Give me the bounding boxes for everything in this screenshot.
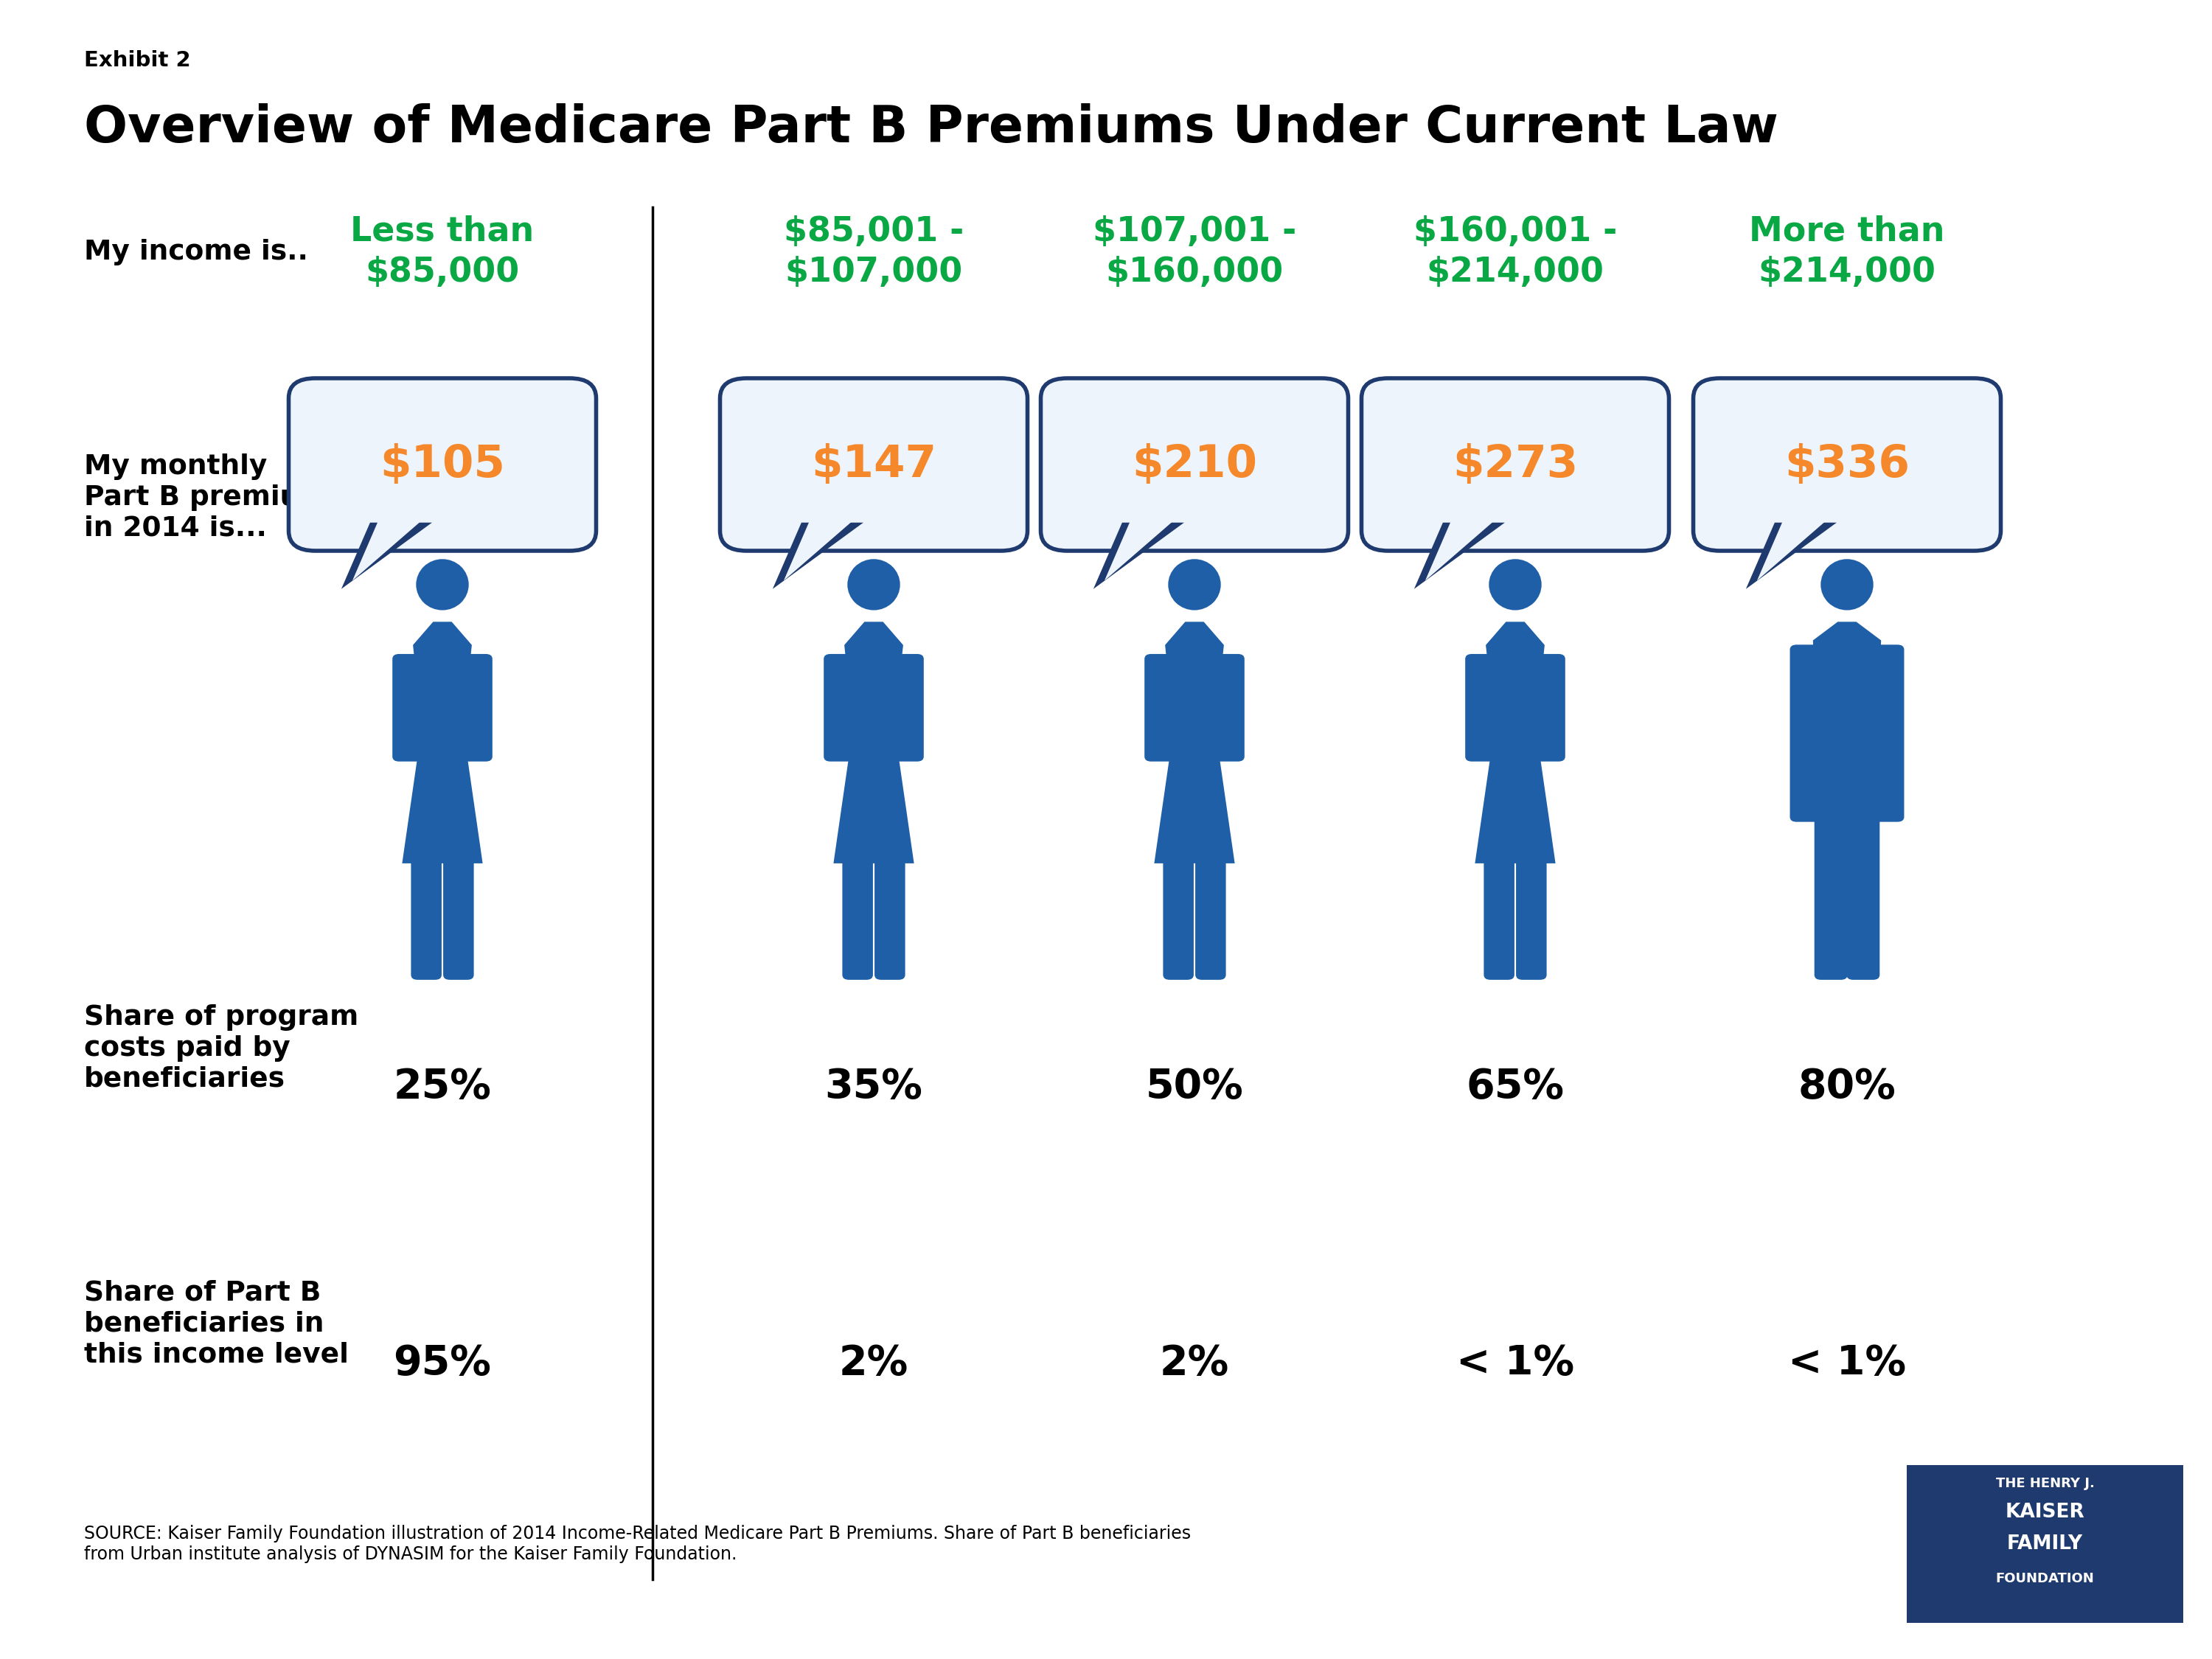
FancyBboxPatch shape bbox=[1194, 849, 1225, 980]
Text: 25%: 25% bbox=[394, 1067, 491, 1107]
Text: $336: $336 bbox=[1785, 443, 1909, 486]
FancyBboxPatch shape bbox=[1535, 654, 1566, 761]
Text: 35%: 35% bbox=[825, 1067, 922, 1107]
Polygon shape bbox=[341, 523, 431, 589]
FancyBboxPatch shape bbox=[1694, 378, 2000, 551]
FancyBboxPatch shape bbox=[1814, 811, 1847, 980]
Ellipse shape bbox=[416, 559, 469, 611]
FancyBboxPatch shape bbox=[1484, 849, 1515, 980]
Ellipse shape bbox=[847, 559, 900, 611]
Text: < 1%: < 1% bbox=[1455, 1344, 1575, 1384]
Polygon shape bbox=[414, 622, 471, 733]
Polygon shape bbox=[1155, 723, 1234, 863]
FancyBboxPatch shape bbox=[392, 654, 422, 761]
Ellipse shape bbox=[1168, 559, 1221, 611]
FancyBboxPatch shape bbox=[442, 849, 473, 980]
FancyBboxPatch shape bbox=[1363, 378, 1668, 551]
Text: $160,001 -
$214,000: $160,001 - $214,000 bbox=[1413, 216, 1617, 289]
Text: Exhibit 2: Exhibit 2 bbox=[84, 50, 190, 70]
Text: $147: $147 bbox=[812, 443, 936, 486]
Polygon shape bbox=[1475, 723, 1555, 863]
Text: More than
$214,000: More than $214,000 bbox=[1750, 216, 1944, 289]
FancyBboxPatch shape bbox=[823, 654, 854, 761]
FancyBboxPatch shape bbox=[1040, 378, 1349, 551]
Text: 2%: 2% bbox=[838, 1344, 909, 1384]
Polygon shape bbox=[1756, 519, 1827, 581]
Text: Share of program
costs paid by
beneficiaries: Share of program costs paid by beneficia… bbox=[84, 1005, 358, 1092]
FancyBboxPatch shape bbox=[1515, 849, 1546, 980]
FancyBboxPatch shape bbox=[1907, 1465, 2183, 1623]
Text: 50%: 50% bbox=[1146, 1067, 1243, 1107]
Polygon shape bbox=[772, 523, 863, 589]
FancyBboxPatch shape bbox=[411, 849, 442, 980]
Polygon shape bbox=[1166, 622, 1223, 733]
FancyBboxPatch shape bbox=[1144, 654, 1175, 761]
Text: Overview of Medicare Part B Premiums Under Current Law: Overview of Medicare Part B Premiums Und… bbox=[84, 103, 1778, 153]
FancyBboxPatch shape bbox=[462, 654, 493, 761]
FancyBboxPatch shape bbox=[894, 654, 925, 761]
Polygon shape bbox=[1104, 519, 1175, 581]
Text: $105: $105 bbox=[380, 443, 504, 486]
Text: $210: $210 bbox=[1133, 443, 1256, 486]
Polygon shape bbox=[1093, 523, 1183, 589]
Ellipse shape bbox=[1820, 559, 1874, 611]
Text: FAMILY: FAMILY bbox=[2006, 1535, 2084, 1553]
Polygon shape bbox=[783, 519, 854, 581]
Polygon shape bbox=[845, 622, 902, 733]
Ellipse shape bbox=[1489, 559, 1542, 611]
FancyBboxPatch shape bbox=[1790, 645, 1820, 821]
FancyBboxPatch shape bbox=[1464, 654, 1495, 761]
Text: 65%: 65% bbox=[1467, 1067, 1564, 1107]
Text: KAISER: KAISER bbox=[2006, 1503, 2084, 1521]
Polygon shape bbox=[1425, 519, 1495, 581]
Text: < 1%: < 1% bbox=[1787, 1344, 1907, 1384]
Polygon shape bbox=[1745, 523, 1836, 589]
Text: 80%: 80% bbox=[1798, 1067, 1896, 1107]
Text: $273: $273 bbox=[1453, 443, 1577, 486]
Text: THE HENRY J.: THE HENRY J. bbox=[1995, 1477, 2095, 1490]
Text: Share of Part B
beneficiaries in
this income level: Share of Part B beneficiaries in this in… bbox=[84, 1281, 349, 1367]
Polygon shape bbox=[403, 723, 482, 863]
Text: $107,001 -
$160,000: $107,001 - $160,000 bbox=[1093, 216, 1296, 289]
Polygon shape bbox=[1814, 622, 1880, 826]
Text: My income is..: My income is.. bbox=[84, 239, 307, 265]
Text: Less than
$85,000: Less than $85,000 bbox=[349, 216, 535, 289]
Text: My monthly
Part B premium
in 2014 is...: My monthly Part B premium in 2014 is... bbox=[84, 455, 327, 541]
Polygon shape bbox=[834, 723, 914, 863]
Text: $85,001 -
$107,000: $85,001 - $107,000 bbox=[783, 216, 964, 289]
Text: 95%: 95% bbox=[394, 1344, 491, 1384]
Text: 2%: 2% bbox=[1159, 1344, 1230, 1384]
FancyBboxPatch shape bbox=[288, 378, 597, 551]
Text: FOUNDATION: FOUNDATION bbox=[1995, 1571, 2095, 1584]
FancyBboxPatch shape bbox=[1874, 645, 1905, 821]
Polygon shape bbox=[352, 519, 422, 581]
Text: SOURCE: Kaiser Family Foundation illustration of 2014 Income-Related Medicare Pa: SOURCE: Kaiser Family Foundation illustr… bbox=[84, 1525, 1190, 1563]
FancyBboxPatch shape bbox=[1164, 849, 1194, 980]
FancyBboxPatch shape bbox=[1847, 811, 1880, 980]
FancyBboxPatch shape bbox=[721, 378, 1026, 551]
FancyBboxPatch shape bbox=[843, 849, 874, 980]
Polygon shape bbox=[1486, 622, 1544, 733]
FancyBboxPatch shape bbox=[874, 849, 905, 980]
FancyBboxPatch shape bbox=[1214, 654, 1245, 761]
Polygon shape bbox=[1413, 523, 1504, 589]
